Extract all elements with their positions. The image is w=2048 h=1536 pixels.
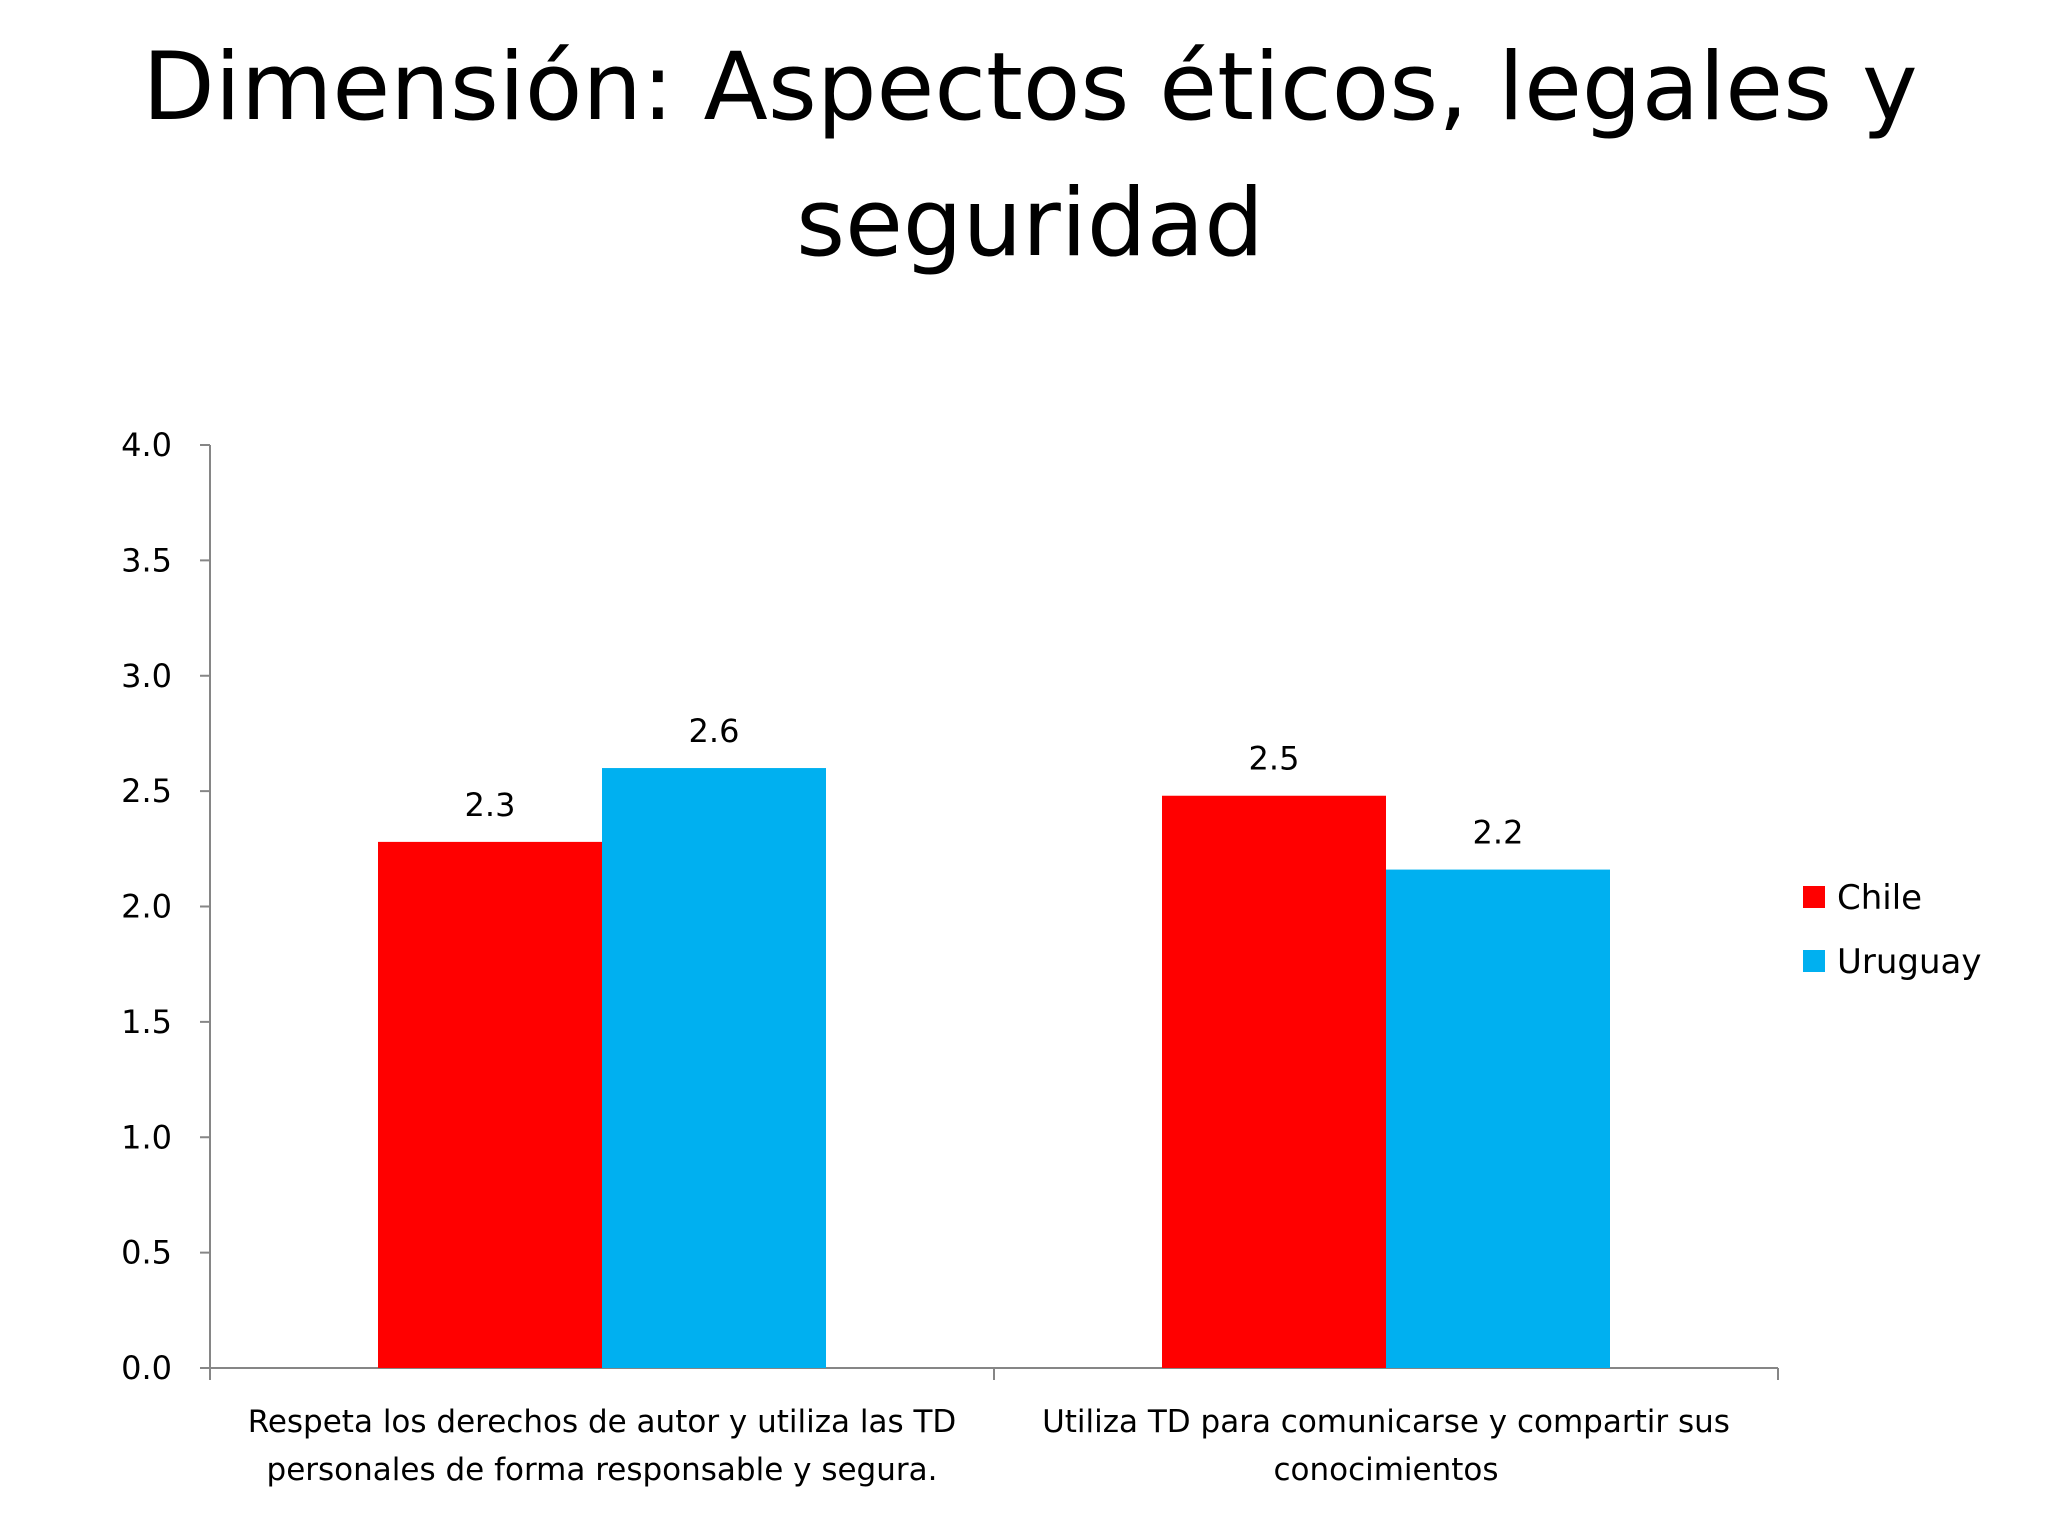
data-label-chile-2: 2.5 [1249,740,1300,778]
slide-title: Dimensión: Aspectos éticos, legales y se… [142,33,1918,278]
bar-chile-2 [1162,795,1386,1368]
legend-swatch-uruguay [1803,950,1825,972]
y-tick-label: 2.0 [121,888,172,926]
bars [378,768,1610,1368]
y-tick-label: 1.5 [121,1003,172,1041]
y-tick-label: 1.0 [121,1118,172,1156]
legend: Chile Uruguay [1803,878,1982,982]
legend-label-uruguay: Uruguay [1837,942,1982,982]
bar-chile-1 [378,841,602,1368]
data-label-uruguay-1: 2.6 [689,712,740,750]
y-tick-label: 2.5 [121,772,172,810]
data-label-chile-1: 2.3 [465,786,516,824]
data-label-uruguay-2: 2.2 [1473,814,1524,852]
data-labels: 2.3 2.6 2.5 2.2 [465,712,1524,852]
y-axis: 0.0 0.5 1.0 1.5 2.0 2.5 3.0 3.5 4.0 [121,426,211,1387]
x-axis [209,1367,1779,1380]
y-tick-label: 0.0 [121,1349,172,1387]
y-tick-label: 4.0 [121,426,172,464]
legend-swatch-chile [1803,886,1825,908]
legend-label-chile: Chile [1837,878,1922,918]
category-label-line: personales de forma responsable y segura… [267,1452,938,1488]
category-labels: Respeta los derechos de autor y utiliza … [248,1404,1730,1488]
category-label-2: Utiliza TD para comunicarse y compartir … [1042,1404,1730,1488]
bar-uruguay-1 [602,768,826,1368]
category-label-line: Respeta los derechos de autor y utiliza … [248,1404,957,1440]
category-label-1: Respeta los derechos de autor y utiliza … [248,1404,957,1488]
y-tick-label: 3.0 [121,657,172,695]
y-tick-label: 0.5 [121,1234,172,1272]
y-tick-label: 3.5 [121,541,172,579]
category-label-line: Utiliza TD para comunicarse y compartir … [1042,1404,1730,1440]
bar-uruguay-2 [1386,869,1610,1368]
category-label-line: conocimientos [1273,1452,1498,1488]
